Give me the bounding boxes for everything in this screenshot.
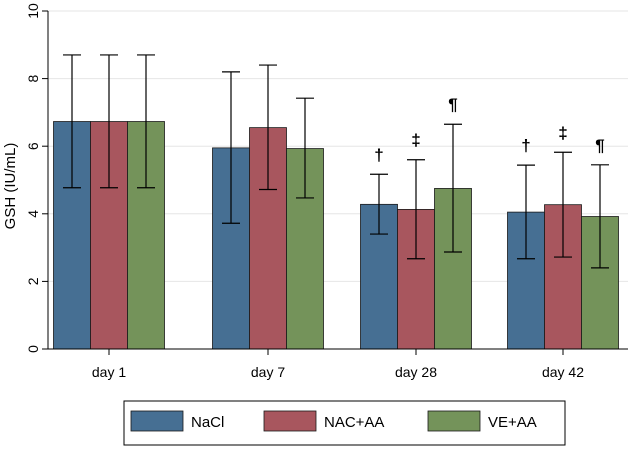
- legend-swatch-VE+AA: [427, 410, 481, 432]
- x-tick-label-day 1: day 1: [92, 364, 126, 380]
- y-tick-label-2: 2: [25, 277, 41, 285]
- y-tick-label-0: 0: [25, 345, 41, 353]
- annotation-NAC+AA-day 28: ‡: [411, 131, 420, 150]
- legend-item-NAC+AA: NAC+AA: [263, 410, 384, 432]
- annotation-NAC+AA-day 42: ‡: [558, 123, 567, 142]
- legend-swatch-NAC+AA: [263, 410, 317, 432]
- annotation-layer: † † ‡ ‡ ¶ ¶: [374, 95, 604, 164]
- legend-item-NaCl: NaCl: [130, 410, 224, 432]
- y-axis-label: GSH (IU/mL): [2, 143, 19, 230]
- y-tick-label-8: 8: [25, 74, 41, 82]
- error-bar-NAC+AA-day 28: [407, 159, 425, 260]
- error-bar-NAC+AA-day 1: [100, 54, 118, 189]
- error-bar-NAC+AA-day 7: [259, 64, 277, 191]
- annotation-VE+AA-day 42: ¶: [595, 136, 604, 155]
- annotation-VE+AA-day 28: ¶: [448, 95, 457, 114]
- error-bar-VE+AA-day 7: [296, 97, 314, 199]
- legend-label-NAC+AA: NAC+AA: [324, 414, 384, 431]
- y-tick-label-4: 4: [25, 210, 41, 218]
- error-bar-VE+AA-day 42: [591, 164, 609, 269]
- axis-layer: 0 2 4 6 8 10 day 1 day 7 day 28 day 42: [25, 3, 628, 380]
- legend-swatch-NaCl: [130, 410, 184, 432]
- annotation-NaCl-day 28: †: [374, 145, 383, 164]
- error-bar-NaCl-day 28: [370, 173, 388, 235]
- y-tick-label-10: 10: [25, 3, 41, 19]
- legend-box: [123, 400, 566, 446]
- error-bar-NAC+AA-day 42: [554, 151, 572, 258]
- error-bar-NaCl-day 7: [222, 71, 240, 224]
- legend: NaCl NAC+AA VE+AA: [123, 400, 566, 446]
- annotation-NaCl-day 42: †: [521, 136, 530, 155]
- y-tick-label-6: 6: [25, 142, 41, 150]
- bar-layer: [53, 121, 619, 350]
- error-bar-VE+AA-day 1: [137, 54, 155, 189]
- error-bar-VE+AA-day 28: [444, 123, 462, 253]
- error-bar-layer: [63, 54, 609, 269]
- error-bar-NaCl-day 42: [517, 164, 535, 260]
- x-tick-label-day 28: day 28: [395, 364, 437, 380]
- x-tick-label-day 42: day 42: [542, 364, 584, 380]
- x-tick-label-day 7: day 7: [251, 364, 285, 380]
- legend-label-VE+AA: VE+AA: [488, 414, 537, 431]
- error-bar-NaCl-day 1: [63, 54, 81, 189]
- legend-item-VE+AA: VE+AA: [427, 410, 537, 432]
- legend-label-NaCl: NaCl: [191, 414, 224, 431]
